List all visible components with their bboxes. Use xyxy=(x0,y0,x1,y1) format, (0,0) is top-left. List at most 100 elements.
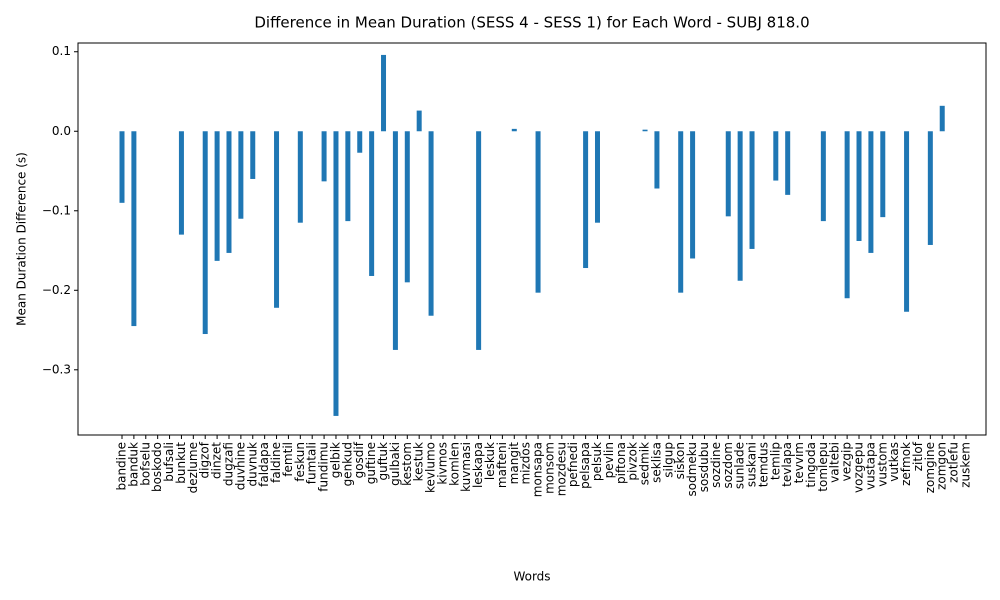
x-tick-label: bufsali xyxy=(162,442,176,482)
x-tick-label: monsom xyxy=(542,442,556,494)
x-tick-label: monsapa xyxy=(531,442,545,497)
x-tick-label: zuskem xyxy=(959,442,973,488)
x-tick-label: sosdubu xyxy=(697,442,711,492)
x-tick-label: bunkut xyxy=(174,442,188,484)
x-tick-label: gulbaki xyxy=(388,442,402,486)
bar xyxy=(404,131,410,283)
x-tick-label: zitlof xyxy=(911,441,925,471)
x-tick-label: seklisa xyxy=(649,442,663,483)
x-tick-label: feskun xyxy=(293,442,307,482)
x-tick-label: leskuk xyxy=(483,442,497,480)
bar xyxy=(250,131,256,179)
bar xyxy=(381,54,387,132)
x-tick-label: temlip xyxy=(768,442,782,480)
x-tick-label: bandine xyxy=(115,442,129,491)
x-tick-label: zotlefu xyxy=(947,442,961,483)
x-tick-label: gosdif xyxy=(352,441,366,478)
x-tick-label: tomlepu xyxy=(816,442,830,492)
bar xyxy=(226,131,232,253)
x-tick-label: dugzafi xyxy=(221,442,235,486)
x-tick-label: siskon xyxy=(673,442,687,479)
y-tick-label: −0.2 xyxy=(42,283,71,297)
y-tick-label: 0.0 xyxy=(52,124,71,138)
bar xyxy=(202,131,208,335)
x-tick-label: vozgepu xyxy=(852,442,866,493)
x-tick-label: kevlumo xyxy=(424,442,438,493)
x-tick-label: zefmok xyxy=(899,442,913,486)
plot-frame xyxy=(77,42,987,436)
x-tick-label: sedmik xyxy=(638,442,652,485)
x-tick-label: mangit xyxy=(507,442,521,485)
bar xyxy=(583,131,589,269)
x-tick-label: leskapa xyxy=(471,442,485,488)
x-tick-label: tevlapa xyxy=(780,442,794,487)
x-tick-label: sodmeku xyxy=(685,442,699,496)
x-tick-label: vezgip xyxy=(840,442,854,481)
x-tick-label: faldapa xyxy=(257,442,271,487)
x-tick-label: valtebi xyxy=(828,442,842,483)
bar xyxy=(119,131,125,203)
bar xyxy=(476,131,482,350)
x-tick-label: pelsapa xyxy=(578,442,592,489)
bar xyxy=(654,131,660,189)
y-tick-label: −0.3 xyxy=(42,362,71,376)
bar xyxy=(297,131,303,223)
x-tick-label: genkud xyxy=(340,442,354,486)
bar xyxy=(927,131,933,245)
x-axis-label: Words xyxy=(513,570,550,584)
x-tick-label: digzof xyxy=(198,441,212,478)
bar xyxy=(844,131,850,299)
x-tick-label: piftona xyxy=(614,442,628,484)
bar xyxy=(416,110,422,132)
bar xyxy=(511,128,517,132)
x-tick-label: mizdos xyxy=(519,442,533,485)
x-tick-label: faldine xyxy=(269,442,283,483)
x-tick-label: mozdesu xyxy=(554,442,568,496)
x-tick-label: kestom xyxy=(400,442,414,486)
x-tick-label: gelbik xyxy=(328,442,342,478)
chart-title: Difference in Mean Duration (SESS 4 - SE… xyxy=(254,14,809,32)
x-tick-label: kestuk xyxy=(412,442,426,481)
bar xyxy=(785,131,791,195)
x-tick-label: pevlin xyxy=(602,442,616,478)
bar xyxy=(178,131,184,235)
bar xyxy=(820,131,826,222)
bar xyxy=(131,131,137,327)
x-tick-label: guftine xyxy=(364,442,378,484)
bar xyxy=(345,131,351,222)
x-tick-label: femtil xyxy=(281,442,295,477)
x-tick-label: vustapa xyxy=(863,442,877,490)
bar xyxy=(642,129,648,132)
x-tick-label: sozdom xyxy=(721,442,735,489)
x-tick-label: komlen xyxy=(447,442,461,486)
y-axis-label: Mean Duration Difference (s) xyxy=(15,152,29,326)
bar xyxy=(428,131,434,316)
x-tick-label: dezlume xyxy=(186,442,200,493)
x-tick-label: zomgon xyxy=(935,442,949,490)
bar xyxy=(690,131,696,259)
bar xyxy=(737,131,743,281)
x-tick-label: zomgine xyxy=(923,442,937,493)
bar xyxy=(238,131,244,219)
bar xyxy=(725,131,731,217)
x-tick-label: sozdine xyxy=(709,442,723,488)
x-tick-label: mafteni xyxy=(495,442,509,488)
bar xyxy=(868,131,874,253)
bar xyxy=(357,131,363,153)
x-tick-label: tingoda xyxy=(804,442,818,488)
bar xyxy=(321,131,327,182)
y-tick-label: −0.1 xyxy=(42,203,71,217)
x-tick-label: banduk xyxy=(126,442,140,487)
x-tick-label: pivzok xyxy=(626,442,640,481)
x-tick-label: sunlade xyxy=(733,442,747,489)
bar xyxy=(214,131,220,261)
bar xyxy=(333,131,339,416)
bar xyxy=(856,131,862,241)
bar xyxy=(392,131,398,350)
bar xyxy=(678,131,684,293)
x-tick-label: bofselu xyxy=(138,442,152,486)
bar xyxy=(904,131,910,312)
bar xyxy=(939,105,945,132)
x-tick-label: temdus xyxy=(756,442,770,487)
